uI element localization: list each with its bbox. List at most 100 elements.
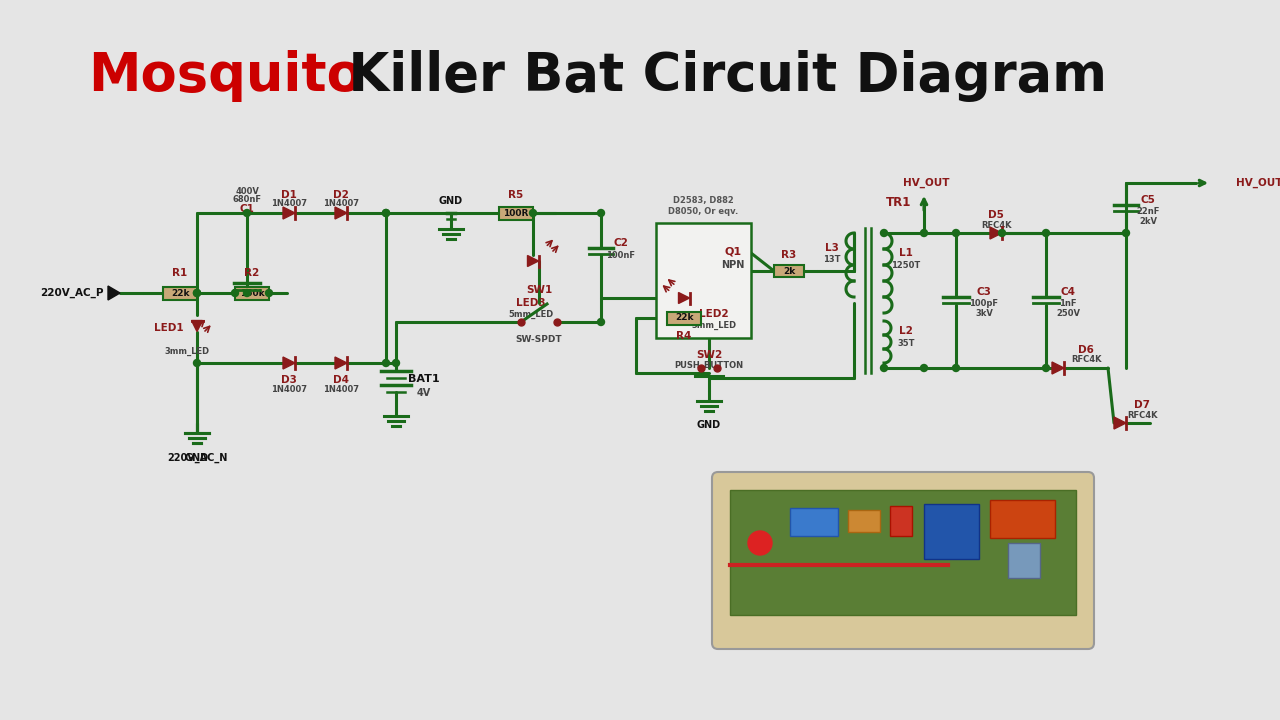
Circle shape [243, 210, 251, 217]
Text: Q1: Q1 [724, 246, 741, 256]
Bar [989, 500, 1055, 538]
Text: L3: L3 [826, 243, 838, 253]
Polygon shape [1114, 417, 1126, 429]
Circle shape [193, 289, 201, 297]
Polygon shape [1052, 362, 1064, 374]
Text: GND: GND [184, 453, 209, 463]
Circle shape [383, 210, 389, 217]
Bar [924, 504, 979, 559]
Text: 220V_AC_P: 220V_AC_P [41, 288, 104, 298]
Text: NPN: NPN [722, 260, 745, 270]
Text: 3mm_LED: 3mm_LED [691, 320, 736, 330]
Text: R2: R2 [244, 268, 260, 278]
Text: D2: D2 [333, 190, 349, 200]
Text: Circuit Board: Circuit Board [869, 626, 937, 636]
Circle shape [530, 210, 536, 217]
Polygon shape [192, 320, 202, 331]
Text: 1N4007: 1N4007 [323, 199, 358, 209]
Polygon shape [678, 292, 690, 304]
Bar [1009, 543, 1039, 578]
Text: PUSH_BUTTON: PUSH_BUTTON [675, 361, 744, 369]
Text: Killer Bat Circuit Diagram: Killer Bat Circuit Diagram [330, 50, 1107, 102]
Text: RFC4K: RFC4K [1071, 356, 1101, 364]
Circle shape [998, 230, 1006, 236]
Text: D1: D1 [282, 190, 297, 200]
Bar [499, 207, 532, 220]
Polygon shape [283, 357, 294, 369]
Text: 22nF: 22nF [1137, 207, 1160, 217]
Bar [657, 223, 751, 338]
Circle shape [265, 289, 273, 297]
Text: R5: R5 [508, 190, 524, 200]
Text: 35T: 35T [897, 338, 915, 348]
Text: LED2: LED2 [699, 309, 728, 319]
Text: 1nF: 1nF [1060, 300, 1076, 308]
Circle shape [1042, 230, 1050, 236]
Circle shape [232, 289, 238, 297]
Bar [236, 287, 269, 300]
Polygon shape [989, 227, 1002, 239]
Text: SW1: SW1 [526, 285, 552, 295]
Text: R4: R4 [676, 331, 691, 341]
Text: HV_OUT: HV_OUT [902, 178, 950, 188]
Text: LED1: LED1 [154, 323, 184, 333]
Circle shape [193, 289, 201, 297]
Text: L1: L1 [899, 248, 913, 258]
Circle shape [383, 210, 389, 217]
Text: 22k: 22k [170, 289, 189, 297]
Circle shape [193, 359, 201, 366]
Text: C3: C3 [977, 287, 992, 297]
Bar [790, 508, 838, 536]
Text: 150k: 150k [239, 289, 264, 297]
Bar [163, 287, 197, 300]
Text: D4: D4 [333, 375, 349, 385]
Text: SW-SPDT: SW-SPDT [516, 336, 562, 344]
Bar [774, 265, 804, 277]
Circle shape [393, 359, 399, 366]
Bar [849, 510, 881, 532]
Text: RFC4K: RFC4K [1126, 410, 1157, 420]
Text: 22k: 22k [675, 313, 694, 323]
Circle shape [1042, 364, 1050, 372]
Text: 3kV: 3kV [975, 310, 993, 318]
Text: 1N4007: 1N4007 [271, 199, 307, 209]
Text: D6: D6 [1078, 345, 1094, 355]
Bar [730, 490, 1076, 615]
Circle shape [598, 210, 604, 217]
Text: BAT1: BAT1 [408, 374, 440, 384]
Text: 680nF: 680nF [233, 196, 261, 204]
Circle shape [920, 364, 928, 372]
Text: GND: GND [696, 420, 721, 430]
Text: 2kV: 2kV [1139, 217, 1157, 227]
Text: 1N4007: 1N4007 [323, 385, 358, 395]
Text: 100nF: 100nF [607, 251, 635, 259]
Text: 400V: 400V [236, 186, 259, 196]
Text: C1: C1 [239, 204, 255, 214]
Polygon shape [527, 256, 539, 266]
Circle shape [1123, 230, 1129, 236]
Polygon shape [335, 207, 347, 219]
Text: 4V: 4V [417, 388, 431, 398]
Text: L2: L2 [899, 326, 913, 336]
Text: HV_OUT: HV_OUT [1236, 178, 1280, 188]
Circle shape [243, 289, 251, 297]
Text: R3: R3 [781, 250, 796, 260]
Text: D2583, D882: D2583, D882 [673, 197, 733, 205]
Text: 2k: 2k [783, 266, 795, 276]
Text: C4: C4 [1061, 287, 1075, 297]
Text: 1250T: 1250T [891, 261, 920, 269]
Text: 5mm_LED: 5mm_LED [508, 310, 554, 318]
Text: GND: GND [439, 196, 463, 206]
Text: 1N4007: 1N4007 [271, 385, 307, 395]
FancyBboxPatch shape [712, 472, 1094, 649]
Polygon shape [335, 357, 347, 369]
Text: 13T: 13T [823, 256, 841, 264]
Text: D8050, Or eqv.: D8050, Or eqv. [668, 207, 739, 215]
Text: D3: D3 [282, 375, 297, 385]
Text: TR1: TR1 [886, 197, 911, 210]
Bar [667, 312, 701, 325]
Circle shape [952, 230, 960, 236]
Text: D7: D7 [1134, 400, 1149, 410]
Circle shape [952, 364, 960, 372]
Text: Mosquito: Mosquito [88, 50, 362, 102]
